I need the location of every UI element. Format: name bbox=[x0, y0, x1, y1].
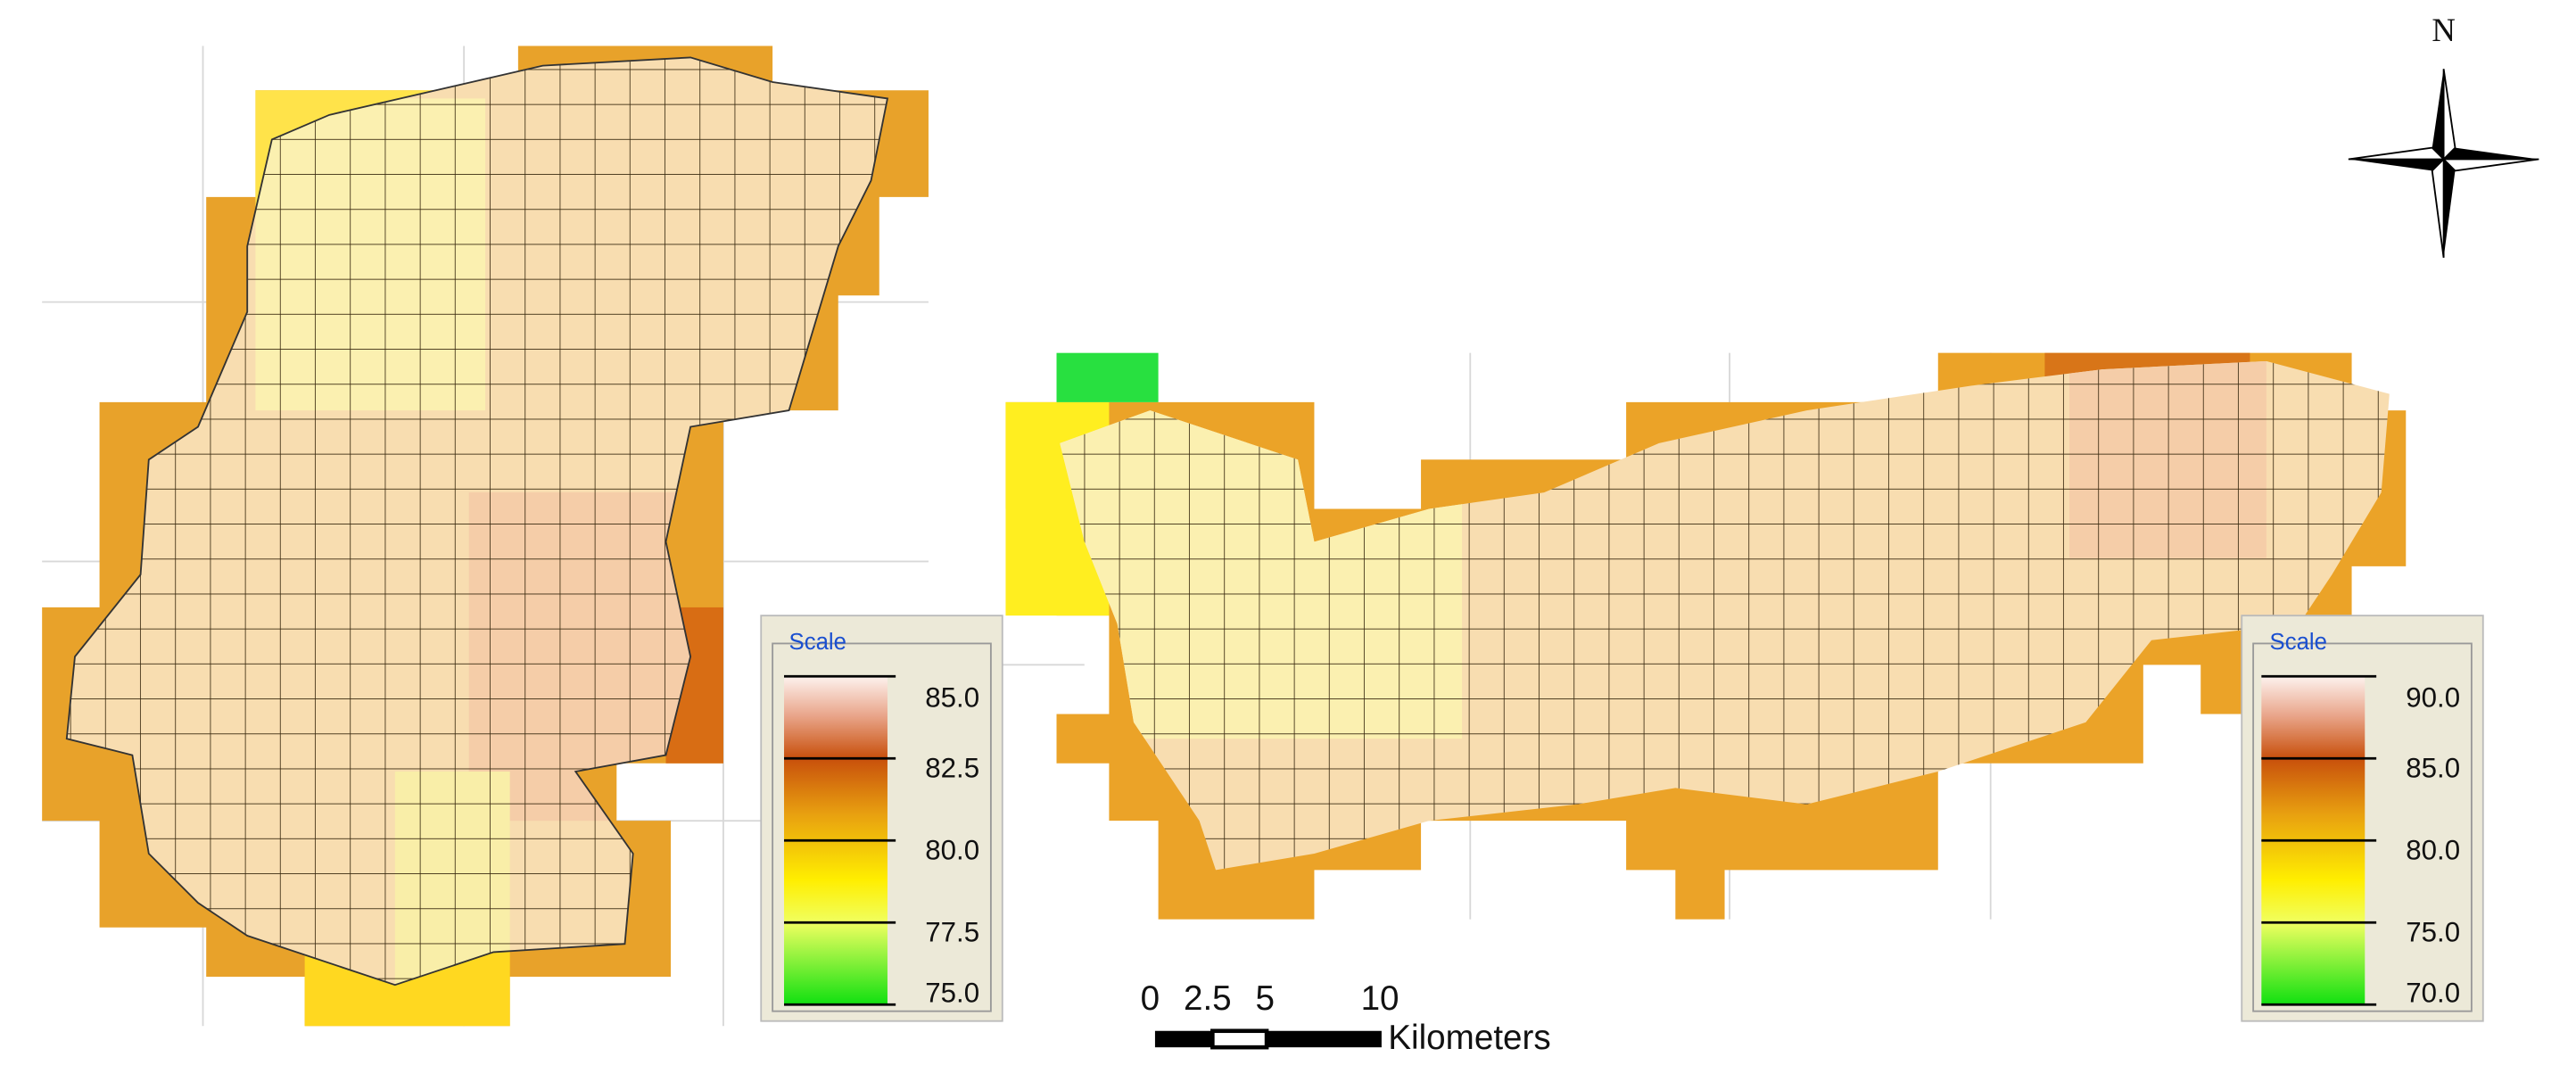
north-label: N bbox=[2432, 12, 2456, 48]
legend-label: 90.0 bbox=[2406, 681, 2460, 713]
legend-label: 85.0 bbox=[925, 681, 979, 713]
legend-title: Scale bbox=[2270, 630, 2327, 655]
legend-left: Scale 85.0 82.5 80.0 77.5 75.0 bbox=[760, 615, 1003, 1022]
legend-label: 80.0 bbox=[2406, 834, 2460, 865]
raster-cells bbox=[1056, 352, 1159, 402]
legend-label: 75.0 bbox=[925, 978, 979, 1009]
legend-ticks bbox=[2261, 674, 2377, 1006]
scale-label: 2.5 bbox=[1184, 979, 1232, 1018]
scale-segment bbox=[1154, 1030, 1213, 1048]
scale-label: 0 bbox=[1141, 979, 1160, 1018]
north-arrow: N bbox=[2348, 12, 2539, 259]
legend-label: 85.0 bbox=[2406, 752, 2460, 783]
scale-bar: 0 2.5 5 10 Kilometers bbox=[1141, 979, 1551, 1057]
legend-frame bbox=[2252, 642, 2473, 1012]
scale-label: 5 bbox=[1255, 979, 1274, 1018]
legend-label: 80.0 bbox=[925, 834, 979, 865]
legend-label: 70.0 bbox=[2406, 978, 2460, 1009]
legend-ticks bbox=[784, 674, 896, 1006]
scale-segment bbox=[1267, 1030, 1382, 1048]
scale-unit: Kilometers bbox=[1388, 1019, 1550, 1057]
legend-frame bbox=[772, 642, 992, 1012]
legend-label: 77.5 bbox=[925, 916, 979, 947]
legend-label: 75.0 bbox=[2406, 916, 2460, 947]
right-map bbox=[1005, 352, 2407, 920]
scale-segment bbox=[1210, 1028, 1269, 1050]
legend-label: 82.5 bbox=[925, 752, 979, 783]
legend-right: Scale 90.0 85.0 80.0 75.0 70.0 bbox=[2241, 615, 2484, 1022]
scale-label: 10 bbox=[1361, 979, 1399, 1018]
legend-title: Scale bbox=[789, 630, 846, 655]
